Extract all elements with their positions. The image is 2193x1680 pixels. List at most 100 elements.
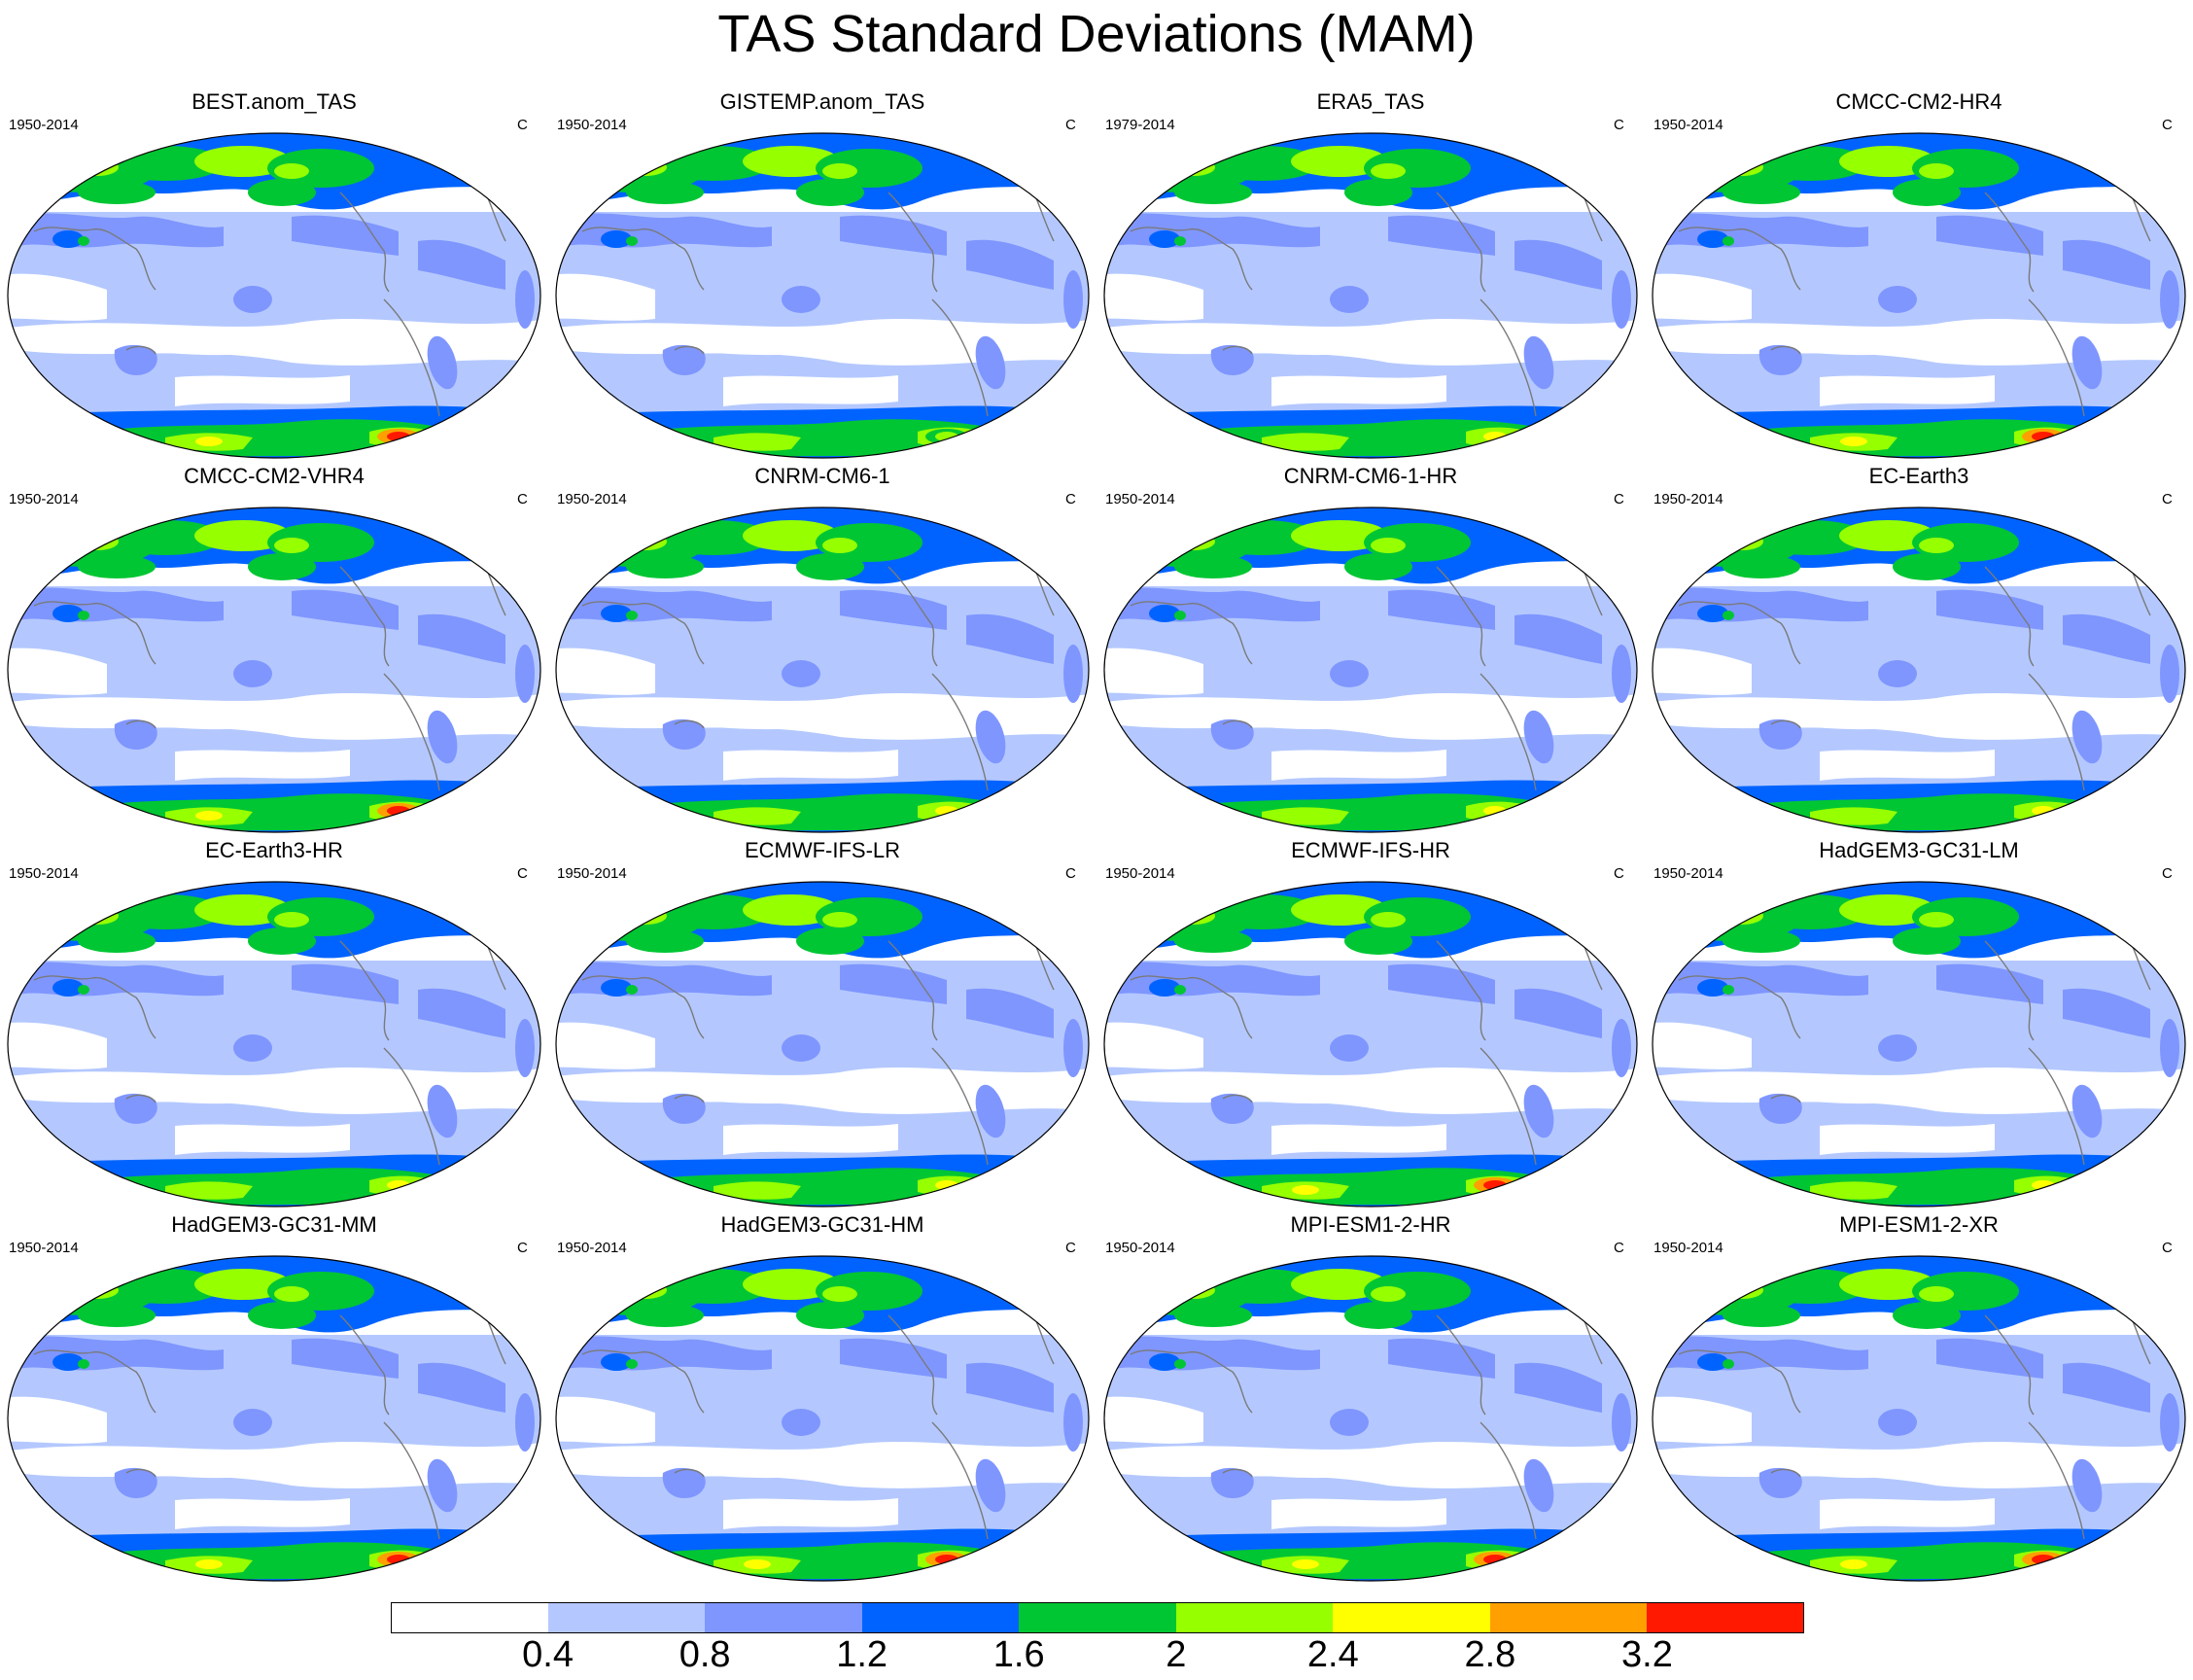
northern-anomaly-4	[626, 929, 704, 953]
map-panel: HadGEM3-GC31-HM 1950-2014 C	[548, 1212, 1096, 1586]
colorbar-swatch	[1175, 1602, 1334, 1633]
tropical-gap-1	[117, 1078, 447, 1104]
world-map	[7, 1255, 541, 1582]
australia-anomaly	[114, 344, 157, 375]
tropical-gap-1	[1213, 704, 1544, 730]
panel-title: MPI-ESM1-2-HR	[1290, 1212, 1451, 1237]
tibet-region	[601, 230, 632, 248]
northern-anomaly-5	[1344, 928, 1412, 955]
indian-gap	[1653, 648, 1752, 695]
north-atlantic	[966, 988, 1054, 1038]
africa-east-anomaly	[2160, 1393, 2179, 1452]
panel-period: 1950-2014	[1653, 491, 1723, 508]
colorbar	[391, 1602, 1805, 1633]
map-border	[7, 507, 541, 833]
map-panel: ERA5_TAS 1979-2014 C	[1096, 89, 1645, 463]
world-map	[1652, 1255, 2186, 1582]
northern-anomaly-5	[796, 928, 864, 955]
map-panel: ECMWF-IFS-LR 1950-2014 C	[548, 838, 1096, 1211]
map-border	[1652, 1255, 2186, 1582]
panel-title: CMCC-CM2-VHR4	[184, 464, 365, 488]
arctic-hotspot	[607, 1263, 626, 1275]
tropical-gap-1	[665, 330, 995, 356]
northern-anomaly-4	[1723, 555, 1800, 578]
canada-peak	[1919, 912, 1954, 928]
panel-unit: C	[517, 491, 528, 508]
map-border	[555, 881, 1090, 1208]
canada-peak	[822, 1286, 857, 1302]
arctic-hotspot	[1703, 514, 1723, 526]
north-america-south	[292, 963, 399, 1004]
map-border	[7, 132, 541, 459]
tropical-gap-1	[1761, 1078, 2092, 1104]
tropical-gap-1	[1761, 1452, 2092, 1479]
northern-anomaly-2	[1839, 520, 1936, 551]
indian-gap	[8, 1022, 107, 1069]
panel-title: CNRM-CM6-1	[754, 464, 890, 488]
south-pacific-gap	[1271, 375, 1446, 406]
map-border	[1103, 507, 1638, 833]
northern-anomaly-5	[248, 179, 316, 206]
coastline	[581, 1305, 1055, 1540]
coastline	[1130, 1305, 1603, 1540]
map-panel: CNRM-CM6-1-HR 1950-2014 C	[1096, 464, 1645, 837]
south-pacific-gap	[175, 1498, 350, 1529]
canada-peak	[1371, 912, 1406, 928]
panel-unit: C	[1065, 117, 1076, 133]
map-panel: BEST.anom_TAS 1950-2014 C	[0, 89, 548, 463]
south-america-anomaly	[975, 1084, 1006, 1138]
northern-anomaly-2	[743, 520, 840, 551]
map-panel: ECMWF-IFS-HR 1950-2014 C	[1096, 838, 1645, 1211]
south-pacific-gap	[1820, 1124, 1995, 1155]
north-atlantic	[2063, 988, 2150, 1038]
arctic-hotspot	[58, 514, 78, 526]
world-map	[1103, 881, 1638, 1208]
africa-east-anomaly	[1063, 1393, 1083, 1452]
panel-period: 1979-2014	[1105, 117, 1175, 133]
tibet-peak	[1174, 236, 1186, 246]
africa-east-anomaly	[515, 1019, 535, 1077]
tibet-peak	[78, 985, 89, 995]
central-pacific-anomaly	[233, 1034, 272, 1062]
antarctic-peak-west	[744, 1559, 771, 1569]
colorbar-tick-label: 1.6	[992, 1634, 1045, 1675]
panel-title: ERA5_TAS	[1316, 89, 1425, 114]
panel-title: ECMWF-IFS-LR	[744, 838, 901, 862]
africa-east-anomaly	[1612, 270, 1631, 329]
coastline	[581, 182, 1055, 417]
northern-anomaly-4	[78, 555, 156, 578]
panel-period: 1950-2014	[557, 1240, 627, 1256]
south-america-anomaly	[2071, 335, 2103, 390]
tibet-peak	[78, 236, 89, 246]
map-panel: CMCC-CM2-VHR4 1950-2014 C	[0, 464, 548, 837]
central-pacific-anomaly	[1330, 1034, 1369, 1062]
northern-anomaly-5	[1344, 553, 1412, 580]
tropical-gap-1	[117, 330, 447, 356]
northern-anomaly-5	[1893, 928, 1961, 955]
colorbar-swatch	[547, 1602, 706, 1633]
map-panel: MPI-ESM1-2-XR 1950-2014 C	[1645, 1212, 2193, 1586]
africa-east-anomaly	[1063, 645, 1083, 703]
north-atlantic	[2063, 1362, 2150, 1413]
north-atlantic	[966, 613, 1054, 664]
tibet-region	[601, 1353, 632, 1371]
northern-anomaly-2	[1839, 146, 1936, 177]
map-border	[1103, 1255, 1638, 1582]
northern-anomaly-4	[626, 181, 704, 204]
tropical-gap-1	[117, 1452, 447, 1479]
south-pacific-gap	[723, 375, 898, 406]
panel-period: 1950-2014	[1105, 491, 1175, 508]
south-pacific-gap	[1271, 1498, 1446, 1529]
tibet-peak	[1723, 1359, 1734, 1369]
canada-peak	[274, 538, 309, 553]
world-map	[555, 1255, 1090, 1582]
panel-period: 1950-2014	[1105, 865, 1175, 882]
antarctic-peak-west	[1840, 811, 1867, 821]
north-atlantic	[1514, 239, 1602, 290]
northern-anomaly-2	[743, 146, 840, 177]
tropical-gap-1	[1213, 330, 1544, 356]
panel-period: 1950-2014	[1653, 117, 1723, 133]
panel-period: 1950-2014	[9, 117, 79, 133]
australia-anomaly	[1210, 718, 1254, 750]
panel-unit: C	[517, 1240, 528, 1256]
